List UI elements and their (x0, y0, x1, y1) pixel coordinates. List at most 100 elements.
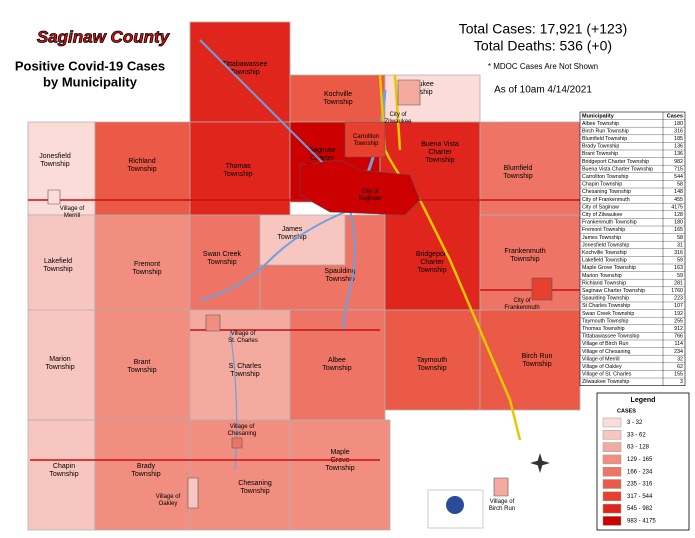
cell: Blumfield Township (582, 136, 627, 142)
place (531, 277, 553, 301)
place (205, 314, 221, 332)
total-deaths: Total Deaths: 536 (+0) (474, 38, 612, 54)
place-label: Chesaning (228, 431, 257, 437)
cell: 1760 (671, 288, 683, 294)
township-label: Township (522, 361, 551, 368)
cell: Birch Run Township (582, 128, 629, 134)
township-label: Lakefield (44, 258, 72, 265)
cell: Albee Township (582, 121, 619, 127)
place (397, 79, 421, 106)
township-label: Township (325, 465, 354, 472)
cell: Village of Oakley (582, 364, 622, 370)
township-label: Charter (310, 155, 334, 162)
legend-swatch (602, 491, 622, 502)
logo (427, 489, 484, 529)
cell: Village of St. Charles (582, 372, 632, 378)
cell: Village of Birch Run (582, 341, 628, 347)
cell: 148 (674, 189, 683, 195)
township-label: Township (223, 171, 252, 178)
place-label: Saginaw (358, 196, 382, 202)
township-label: Township (240, 488, 269, 495)
cell: Maple Grove Township (582, 265, 636, 271)
cell: 58 (677, 235, 683, 241)
cell: 316 (674, 128, 683, 134)
cell: 982 (674, 159, 683, 165)
place-label: St. Charles (228, 338, 258, 344)
township-label: Township (417, 267, 446, 274)
place-label: Carrollton (353, 134, 379, 140)
township-label: Township (510, 256, 539, 263)
cell: St Charles Township (582, 303, 630, 309)
township-label: Frankenmuth (504, 248, 545, 255)
cell: Village of Merrill (582, 356, 620, 362)
township-label: Charter (428, 149, 452, 156)
township-label: Township (230, 69, 259, 76)
cell: Kochville Township (582, 250, 627, 256)
township-label: Township (43, 266, 72, 273)
cell: 136 (674, 151, 683, 157)
cell: 192 (674, 311, 683, 317)
township-label: Albee (328, 357, 346, 364)
cell: 316 (674, 250, 683, 256)
township-label: Township (45, 364, 74, 371)
cell: Thomas Township (582, 326, 625, 332)
legend-label: 317 - 544 (627, 494, 653, 500)
township-label: Township (131, 471, 160, 478)
cell: 544 (674, 174, 683, 180)
township-label: Township (277, 234, 306, 241)
place-label: Merrill (64, 213, 80, 219)
subtitle: Positive Covid-19 Cases (15, 58, 165, 73)
cell: Swan Creek Township (582, 311, 634, 317)
township-label: Kochville (324, 91, 352, 98)
place-label: Village of (60, 206, 85, 212)
place-label: Village of (230, 424, 255, 430)
cell: 32 (677, 356, 683, 362)
legend-label: 3 - 32 (627, 420, 643, 426)
place (231, 437, 243, 449)
cell: 155 (674, 372, 683, 378)
highways (378, 74, 522, 441)
legend-swatch (602, 503, 622, 514)
township-label: Bridgeport (416, 251, 448, 258)
cell: City of Zilwaukee (582, 212, 622, 218)
cell: 4175 (671, 204, 683, 210)
compass (530, 453, 550, 473)
township-label: Brant (134, 359, 151, 366)
cell: Brady Township (582, 144, 619, 150)
as-of: As of 10am 4/14/2021 (494, 85, 592, 96)
total-cases: Total Cases: 17,921 (+123) (459, 21, 628, 37)
township-label: Township (127, 166, 156, 173)
township-label: Birch Run (522, 353, 553, 360)
cell: 766 (674, 334, 683, 340)
cell: Lakefield Township (582, 258, 627, 264)
cell: 128 (674, 212, 683, 218)
place-label: Village of (490, 499, 515, 505)
cell: Bridgeport Charter Township (582, 159, 649, 165)
map-title: Saginaw County (37, 27, 171, 46)
place-label: Village of (231, 331, 256, 337)
cell: 912 (674, 326, 683, 332)
township-label: Tittabawassee (223, 61, 268, 68)
place-label: City of (389, 112, 406, 118)
township-label: Spaulding (324, 268, 355, 275)
legend-label: 33 - 62 (627, 432, 646, 438)
township-label: Charter (420, 259, 444, 266)
legend-label: 166 - 234 (627, 469, 653, 475)
cell: Taymouth Township (582, 318, 628, 324)
note: * MDOC Cases Are Not Shown (488, 62, 598, 71)
township-label: Chesaning (238, 480, 272, 487)
roads (28, 199, 580, 461)
cell: 31 (677, 242, 683, 248)
legend-label: 63 - 128 (627, 445, 650, 451)
legend-title: Legend (631, 397, 656, 404)
township-label: Maple (330, 449, 349, 456)
cell: Carrollton Township (582, 174, 628, 180)
legend-subtitle: CASES (617, 408, 636, 414)
township-label: Taymouth (417, 357, 447, 364)
regions: TittabawasseeTownshipKochvilleTownshipZi… (27, 21, 581, 531)
township-label: Township (49, 471, 78, 478)
township-label: Township (127, 367, 156, 374)
place-label: Frankenmuth (504, 305, 539, 311)
